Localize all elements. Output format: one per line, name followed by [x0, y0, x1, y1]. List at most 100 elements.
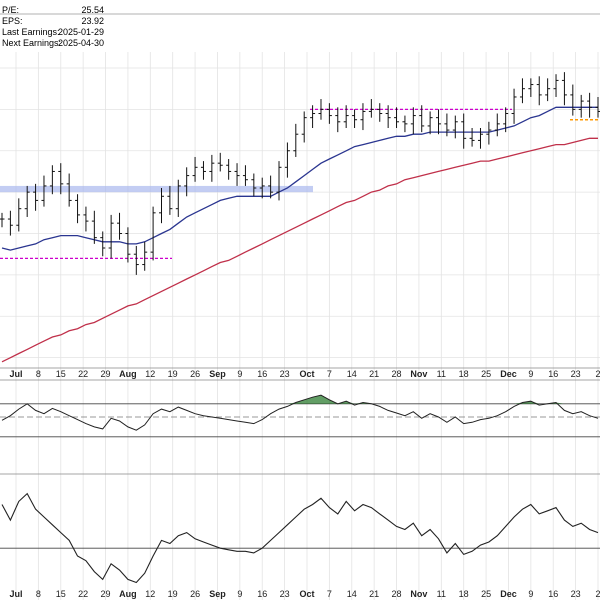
price-bar — [125, 227, 131, 263]
x-tick-label-bottom: 11 — [437, 589, 446, 599]
x-tick-label-price: 29 — [101, 369, 111, 379]
x-tick-label-price: Sep — [209, 369, 226, 379]
x-tick-label-price: 19 — [168, 369, 178, 379]
price-bar — [427, 111, 433, 135]
price-bar — [276, 161, 282, 201]
ma-short-line — [1, 106, 598, 251]
x-tick-label-price: 21 — [369, 369, 379, 379]
price-bar — [259, 177, 265, 199]
price-bar — [268, 175, 274, 199]
x-tick-label-price: 26 — [190, 369, 200, 379]
x-tick-label-bottom: 23 — [571, 589, 581, 599]
next-earnings-value: 2025-04-30 — [58, 38, 104, 48]
price-bar — [335, 107, 341, 133]
price-bar — [175, 179, 181, 217]
x-tick-label-price: 16 — [548, 369, 558, 379]
price-bar — [553, 74, 559, 97]
x-tick-label-price: 16 — [257, 369, 267, 379]
price-bar — [494, 113, 500, 137]
x-tick-label-price: Nov — [410, 369, 427, 379]
x-tick-label-price: 25 — [481, 369, 491, 379]
price-bar — [58, 163, 64, 195]
price-bar — [461, 113, 467, 149]
price-bar — [150, 206, 156, 261]
x-tick-label-price: 12 — [145, 369, 155, 379]
pe-value: 25.54 — [81, 5, 104, 15]
price-bar — [192, 156, 198, 182]
x-tick-label-bottom: 9 — [237, 589, 242, 599]
price-bar — [251, 173, 257, 197]
x-tick-label-price: 18 — [459, 369, 469, 379]
x-tick-label-price: 23 — [571, 369, 581, 379]
price-bar — [486, 121, 492, 145]
price-bar — [318, 99, 324, 120]
price-bar — [436, 109, 442, 135]
price-bar — [100, 231, 106, 257]
eps-label: EPS: — [2, 16, 23, 26]
x-tick-label-bottom: 2 — [595, 589, 600, 599]
x-tick-label-price: 11 — [437, 369, 446, 379]
x-tick-label-bottom: Jul — [9, 589, 22, 599]
x-tick-label-price: Oct — [299, 369, 314, 379]
price-bar — [561, 72, 567, 106]
price-bar — [0, 212, 5, 228]
x-tick-label-bottom: 12 — [145, 589, 155, 599]
x-tick-label-bottom: 23 — [280, 589, 290, 599]
x-tick-label-price: Dec — [500, 369, 517, 379]
momentum-line — [1, 394, 599, 431]
x-tick-label-price: 15 — [56, 369, 66, 379]
price-bar — [368, 99, 374, 118]
x-tick-label-price: 14 — [347, 369, 357, 379]
price-bar — [528, 78, 534, 97]
panel-frames — [0, 13, 600, 475]
price-bar — [91, 210, 97, 244]
price-bar — [595, 96, 600, 118]
price-bar — [452, 115, 458, 139]
price-bar — [444, 113, 450, 137]
price-bar — [209, 154, 215, 182]
oscillator-panel — [0, 492, 600, 584]
price-bar — [41, 175, 47, 207]
price-bar — [117, 212, 123, 240]
price-bar — [226, 159, 232, 180]
x-tick-label-bottom: 15 — [56, 589, 66, 599]
grid-lines — [0, 52, 600, 600]
price-bar — [234, 163, 240, 186]
price-bar — [293, 123, 299, 157]
price-bar — [570, 84, 576, 116]
x-tick-label-bottom: 22 — [78, 589, 88, 599]
x-tick-label-price: Aug — [119, 369, 137, 379]
x-tick-label-bottom: 8 — [36, 589, 41, 599]
price-bar — [360, 103, 366, 131]
x-tick-label-price: 2 — [595, 369, 600, 379]
price-bar — [133, 245, 139, 275]
price-bar — [242, 165, 248, 186]
next-earnings-label: Next Earnings: — [2, 38, 61, 48]
x-tick-label-bottom: 14 — [347, 589, 357, 599]
x-tick-label-bottom: Sep — [209, 589, 226, 599]
momentum-overbought-fill — [2, 395, 598, 404]
x-tick-label-bottom: 16 — [548, 589, 558, 599]
x-tick-label-price: 9 — [528, 369, 533, 379]
price-bar — [33, 183, 39, 211]
x-tick-label-price: 7 — [327, 369, 332, 379]
price-bar — [184, 167, 190, 197]
price-bar — [49, 165, 55, 195]
price-bar — [419, 105, 425, 133]
price-bars — [0, 72, 600, 275]
x-tick-label-price: 28 — [392, 369, 402, 379]
price-bar — [301, 111, 307, 143]
price-bar — [469, 128, 475, 147]
price-bar — [16, 198, 22, 232]
price-bar — [519, 78, 525, 104]
price-bar — [352, 109, 358, 128]
last-earnings-label: Last Earnings: — [2, 27, 60, 37]
x-tick-label-price: Jul — [9, 369, 22, 379]
price-bar — [75, 194, 81, 224]
x-tick-label-bottom: 21 — [369, 589, 379, 599]
price-bar — [402, 115, 408, 133]
price-bar — [326, 103, 332, 124]
support-band — [0, 185, 313, 193]
x-tick-label-bottom: 9 — [528, 589, 533, 599]
